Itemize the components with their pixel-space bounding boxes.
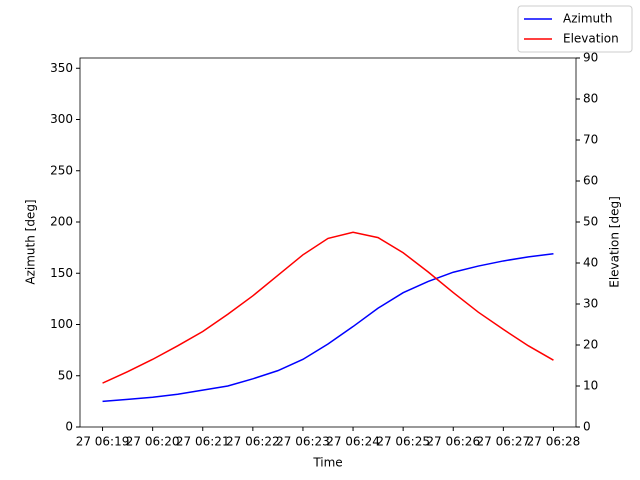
y-tick-label: 200 [50, 215, 73, 229]
x-tick-label: 27 06:23 [276, 435, 330, 449]
y2-tick-label: 40 [583, 256, 598, 270]
x-tick-label: 27 06:19 [76, 435, 130, 449]
y-tick-label: 50 [58, 368, 73, 382]
y2-tick-label: 10 [583, 379, 598, 393]
y-tick-label: 250 [50, 163, 73, 177]
y-axis-label: Azimuth [deg] [24, 199, 38, 284]
y2-tick-label: 90 [583, 51, 598, 65]
data-line [102, 253, 554, 403]
y-tick-label: 150 [50, 266, 73, 280]
x-tick-label: 27 06:28 [527, 435, 581, 449]
y-tick-label: 0 [65, 420, 73, 434]
x-tick-label: 27 06:25 [376, 435, 430, 449]
legend-box [517, 5, 633, 53]
x-tick-label: 27 06:24 [326, 435, 380, 449]
y2-tick-label: 80 [583, 92, 598, 106]
x-axis-label: Time [312, 456, 342, 470]
x-tick-label: 27 06:21 [176, 435, 230, 449]
x-tick-label: 27 06:22 [226, 435, 280, 449]
y2-tick-label: 60 [583, 174, 598, 188]
x-tick-label: 27 06:20 [126, 435, 180, 449]
y-tick-label: 100 [50, 317, 73, 331]
y2-axis-label: Elevation [deg] [608, 196, 622, 288]
y2-tick-label: 0 [583, 420, 591, 434]
y-tick-label: 350 [50, 61, 73, 75]
y2-tick-label: 20 [583, 338, 598, 352]
y2-tick-label: 30 [583, 297, 598, 311]
x-tick-label: 27 06:27 [477, 435, 531, 449]
y2-tick-label: 50 [583, 215, 598, 229]
y2-tick-label: 70 [583, 133, 598, 147]
legend-label: Azimuth [563, 12, 612, 26]
plot-frame [79, 57, 577, 428]
y-tick-label: 300 [50, 112, 73, 126]
data-line [102, 231, 554, 384]
legend-label: Elevation [563, 32, 619, 46]
x-tick-label: 27 06:26 [426, 435, 480, 449]
